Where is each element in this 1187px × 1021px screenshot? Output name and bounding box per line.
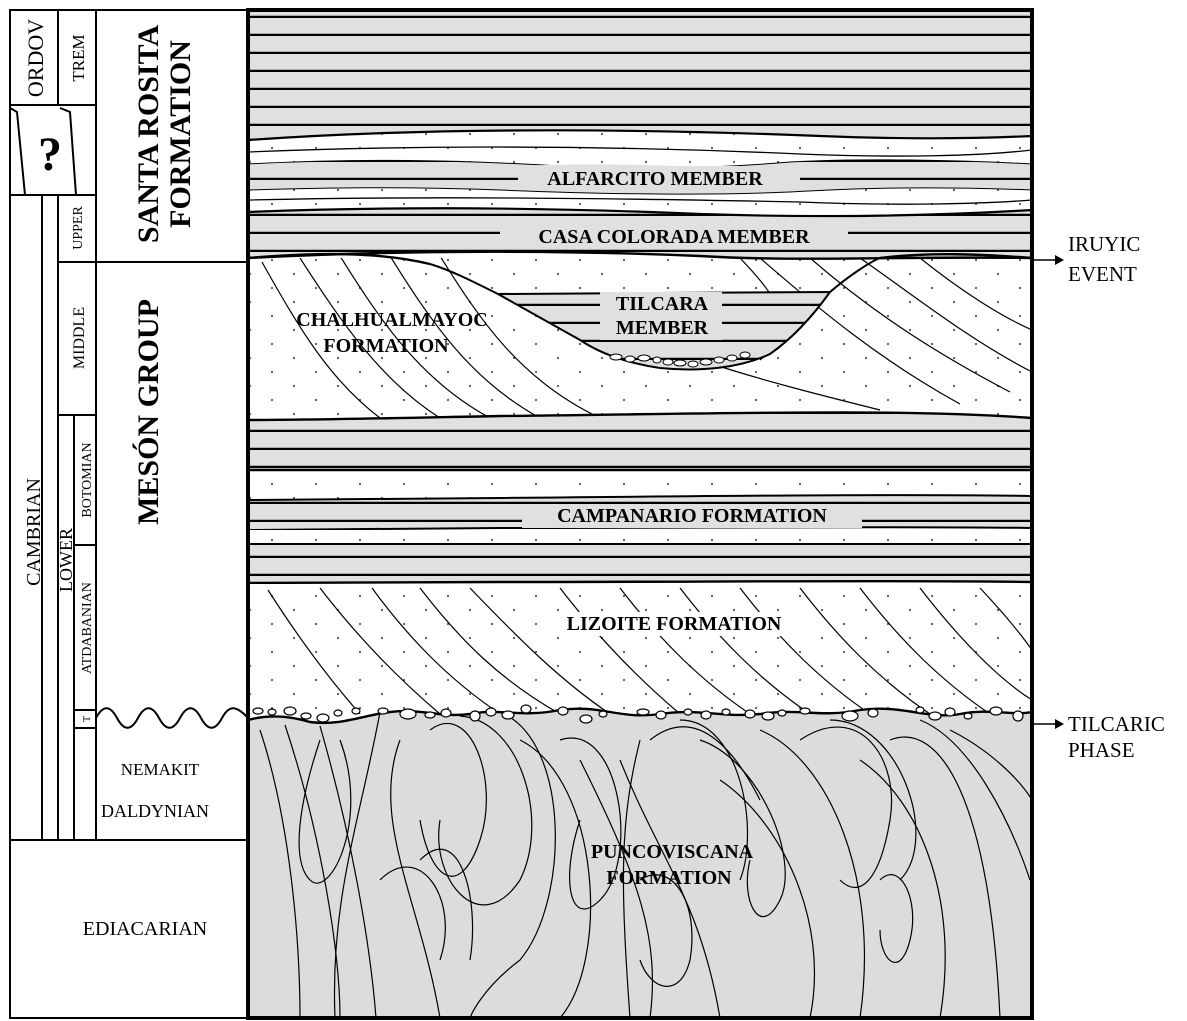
period-cambrian: CAMBRIAN: [23, 478, 45, 586]
iruyic-event-marker: [1032, 255, 1064, 265]
campanario-shale-1: [248, 412, 1032, 470]
santa-rosita-label-1: SANTA ROSITA: [132, 25, 165, 243]
iruyic-label-2: EVENT: [1068, 262, 1137, 286]
tilcaric-unconformity: [248, 707, 1032, 725]
epoch-upper: UPPER: [71, 206, 86, 250]
stage-t: T: [82, 716, 93, 722]
tilcaric-label-1: TILCARIC: [1068, 712, 1165, 736]
tilcara-lag-pebbles: [609, 351, 751, 368]
main-section-border: [246, 8, 1034, 1020]
left-unconformity-wave: [95, 707, 249, 729]
chalhualmayoc-label-2: FORMATION: [323, 335, 449, 357]
basal-conglomerate-pebbles: [252, 704, 1024, 724]
tilcaric-phase-marker: [1032, 719, 1064, 729]
santa-rosita-label-2: FORMATION: [164, 40, 197, 228]
tilcaric-label-2: PHASE: [1068, 738, 1135, 762]
chalhualmayoc-label-1: CHALHUALMAYOC: [296, 309, 488, 331]
lizoite-sand: [248, 584, 1032, 716]
epoch-middle: MIDDLE: [71, 307, 88, 369]
nemakit-label: NEMAKIT: [121, 760, 200, 779]
casa-colorada-member-label: CASA COLORADA MEMBER: [538, 226, 810, 248]
epoch-trem: TREM: [69, 34, 88, 81]
period-ediacarian: EDIACARIAN: [83, 918, 207, 940]
puncoviscana-label-1: PUNCOVISCANA: [591, 841, 754, 863]
meson-group-label: MESÓN GROUP: [132, 299, 165, 525]
campanario-sand-2: [248, 530, 1032, 544]
santa-rosita-upper-shale: [248, 10, 1032, 140]
puncoviscana-basement: [248, 708, 1032, 1018]
epoch-lower: LOWER: [56, 528, 76, 592]
campanario-shale-3: [248, 544, 1032, 583]
puncoviscana-label-2: FORMATION: [606, 867, 732, 889]
campanario-sand-1: [248, 472, 1032, 500]
stage-atdabanian: ATDABANIAN: [80, 582, 95, 674]
time-scale-column: [9, 9, 249, 1019]
iruyic-label-1: IRUYIC: [1068, 232, 1140, 256]
stage-botomian: BOTOMIAN: [80, 442, 95, 517]
campanario-formation-label: CAMPANARIO FORMATION: [557, 505, 827, 527]
unknown-marker: ?: [38, 128, 62, 181]
alfarcito-member-label: ALFARCITO MEMBER: [547, 168, 763, 190]
lizoite-formation-label: LIZOITE FORMATION: [567, 613, 782, 635]
daldynian-label: DALDYNIAN: [101, 801, 209, 821]
tilcara-member-label-1: TILCARA: [616, 293, 709, 315]
tilcara-member-label-2: MEMBER: [616, 317, 709, 339]
period-ordov: ORDOV: [23, 19, 48, 97]
